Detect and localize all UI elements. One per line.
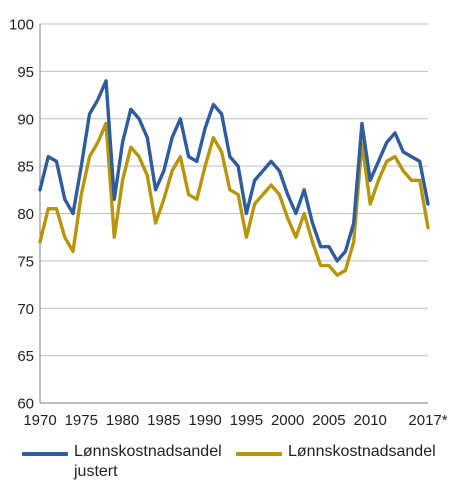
x-tick-label-1985: 1985 [147,412,180,429]
axes [39,24,428,404]
y-tick-label-90: 90 [17,111,34,128]
y-tick-label-60: 60 [17,396,34,413]
x-tick-label-1990: 1990 [188,412,221,429]
y-tick-label-65: 65 [17,348,34,365]
y-tick-label-85: 85 [17,159,34,176]
x-tick-label-1995: 1995 [230,412,263,429]
series-line-lonnskostnadsandel-justert [38,79,430,263]
x-tick-label-2000: 2000 [271,412,304,429]
x-tick-label-1980: 1980 [106,412,139,429]
x-tick-label-1975: 1975 [65,412,98,429]
x-tick-label-1970: 1970 [23,412,56,429]
y-tick-label-75: 75 [17,253,34,270]
y-tick-label-70: 70 [17,301,34,318]
x-tick-label-2017-star: 2017* [408,412,447,429]
series-line-lonnskostnadsandel [38,121,430,277]
tick-labels: 60 65 70 75 80 85 90 95 100 1970 1975 1980 1985 1990 1… [9,17,448,430]
x-tick-label-2005: 2005 [312,412,345,429]
gridlines [40,23,428,357]
y-tick-label-100: 100 [9,17,34,34]
y-tick-label-80: 80 [17,206,34,223]
series-lines [38,79,430,277]
y-tick-label-95: 95 [17,64,34,81]
x-tick-label-2010: 2010 [354,412,387,429]
